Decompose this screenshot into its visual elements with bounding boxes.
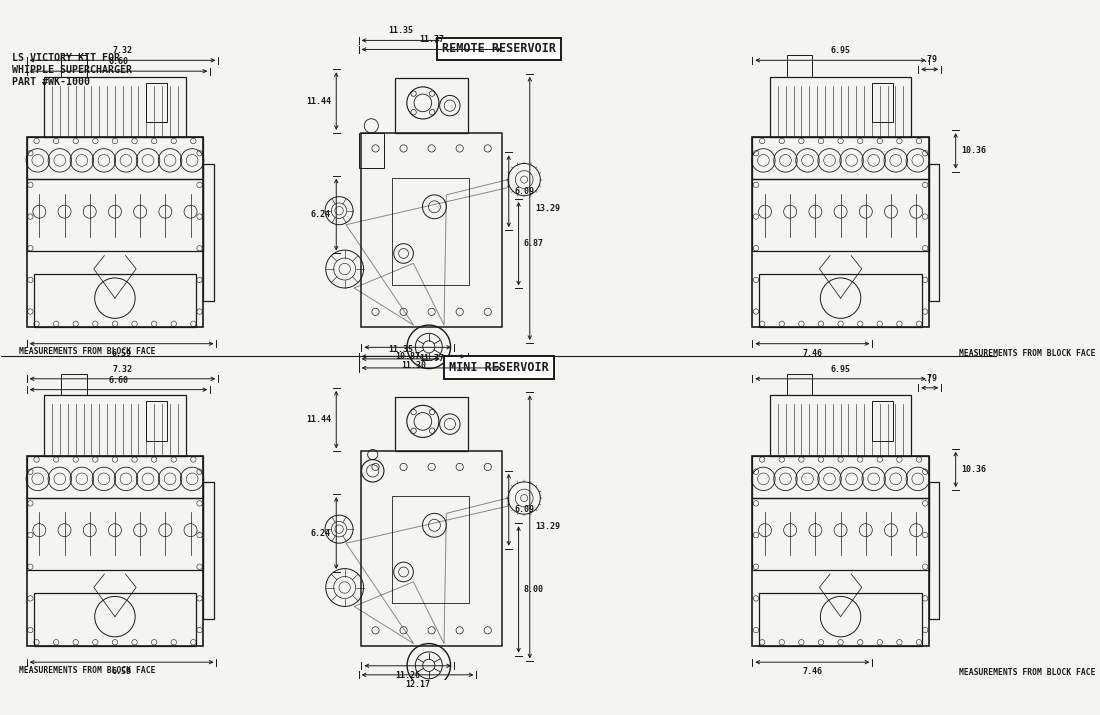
Bar (26, 137, 204, 327)
Bar (26, 456, 204, 498)
Bar (34, 274, 196, 327)
Bar (146, 83, 167, 122)
Text: MEASUREMENTS FROM BLOCK FACE: MEASUREMENTS FROM BLOCK FACE (20, 666, 156, 675)
Bar (752, 137, 928, 179)
Bar (204, 483, 213, 619)
Text: 11.77: 11.77 (419, 36, 444, 44)
Text: MEASUREMENTS FROM BLOCK FACE: MEASUREMENTS FROM BLOCK FACE (20, 347, 156, 356)
Bar (786, 55, 813, 77)
Bar (759, 274, 922, 327)
Text: 11.44: 11.44 (306, 415, 331, 424)
Bar (759, 593, 922, 646)
Text: 11.77: 11.77 (419, 354, 444, 363)
Bar (34, 593, 196, 646)
Text: WHIPPLE SUPERCHARGER: WHIPPLE SUPERCHARGER (12, 65, 132, 75)
Bar (62, 374, 87, 395)
Bar (362, 133, 502, 327)
Bar (871, 83, 893, 122)
Bar (770, 77, 911, 137)
Text: 6.59: 6.59 (111, 349, 132, 358)
Bar (752, 456, 928, 498)
Text: 11.26: 11.26 (395, 671, 420, 680)
Text: 6.09: 6.09 (514, 506, 535, 514)
Bar (362, 451, 502, 646)
Bar (26, 498, 204, 570)
Text: 11.30: 11.30 (400, 361, 426, 370)
Bar (44, 395, 186, 456)
Text: 13.29: 13.29 (536, 523, 560, 531)
Text: .79: .79 (922, 55, 937, 64)
Bar (26, 137, 204, 179)
Bar (752, 456, 928, 646)
Text: 6.60: 6.60 (109, 375, 129, 385)
Bar (752, 498, 928, 570)
Text: MEASUREMENTS FROM BLOCK FACE: MEASUREMENTS FROM BLOCK FACE (959, 349, 1096, 358)
Text: 6.95: 6.95 (830, 46, 850, 55)
Text: 6.60: 6.60 (109, 57, 129, 66)
Bar (752, 179, 928, 252)
Text: 6.59: 6.59 (111, 667, 132, 676)
Text: PART #WK-1000: PART #WK-1000 (12, 77, 90, 87)
Text: 13.29: 13.29 (536, 204, 560, 213)
Bar (752, 137, 928, 327)
Text: .79: .79 (922, 374, 937, 383)
Text: LS VICTORY KIT FOR: LS VICTORY KIT FOR (12, 53, 120, 63)
Bar (395, 79, 469, 133)
Bar (26, 456, 204, 646)
Bar (44, 77, 186, 137)
Bar (146, 401, 167, 440)
Text: 10.87: 10.87 (395, 352, 420, 361)
Bar (62, 55, 87, 77)
Text: 10.36: 10.36 (961, 465, 986, 474)
Text: 7.46: 7.46 (802, 349, 823, 358)
Bar (770, 395, 911, 456)
Text: 6.09: 6.09 (514, 187, 535, 196)
Text: 10.36: 10.36 (961, 147, 986, 155)
Text: 6.95: 6.95 (830, 365, 850, 374)
Bar (928, 483, 939, 619)
Bar (786, 374, 813, 395)
Text: 6.24: 6.24 (311, 528, 331, 538)
Bar (204, 164, 213, 301)
Text: 11.44: 11.44 (306, 97, 331, 106)
Text: 7.32: 7.32 (112, 46, 132, 55)
Text: REMOTE RESERVOIR: REMOTE RESERVOIR (442, 42, 556, 55)
Text: 7.32: 7.32 (112, 365, 132, 374)
Text: 6.24: 6.24 (311, 210, 331, 219)
Text: MEASUREMENTS FROM BLOCK FACE: MEASUREMENTS FROM BLOCK FACE (959, 668, 1096, 676)
Text: 11.35: 11.35 (388, 345, 414, 354)
Bar (359, 133, 384, 168)
Bar (393, 496, 470, 603)
Bar (871, 401, 893, 440)
Bar (928, 164, 939, 301)
Text: 8.00: 8.00 (524, 585, 544, 594)
Text: 12.17: 12.17 (405, 680, 430, 689)
Text: MINI RESERVOIR: MINI RESERVOIR (449, 361, 549, 374)
Bar (26, 179, 204, 252)
Text: 11.35: 11.35 (388, 26, 414, 36)
Bar (395, 397, 469, 451)
Text: 7.46: 7.46 (802, 667, 823, 676)
Bar (393, 177, 470, 285)
Text: 6.87: 6.87 (524, 240, 544, 248)
